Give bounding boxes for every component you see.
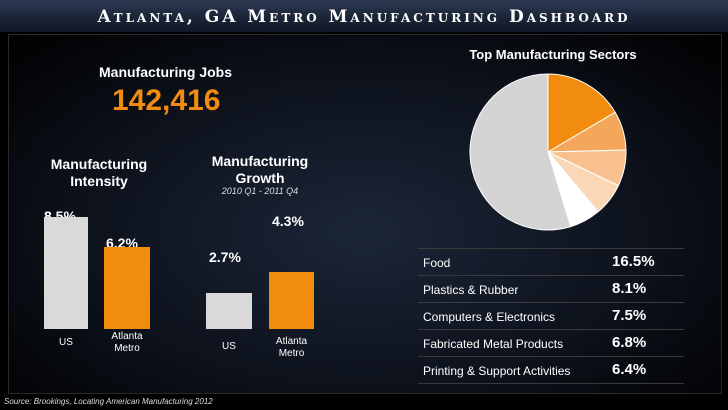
intensity-us-bar [44, 216, 88, 329]
jobs-label: Manufacturing Jobs [99, 64, 233, 80]
title-bar [0, 0, 728, 32]
growth-atl-value: 4.3% [272, 213, 304, 229]
sector-name: Fabricated Metal Products [423, 337, 564, 351]
growth-atl-bar [269, 272, 314, 329]
intensity-atl-label-line1: Atlanta [111, 331, 143, 342]
growth-atl-label-line1: Atlanta [275, 336, 308, 347]
growth-us-bar [206, 293, 252, 329]
sector-name: Printing & Support Activities [423, 364, 571, 378]
growth-atl-label: Atlanta Metro [269, 336, 314, 360]
intensity-title: Manufacturing Intensity [38, 156, 160, 190]
table-row: Printing & Support Activities 6.4% [418, 356, 684, 384]
growth-us-value: 2.7% [209, 249, 241, 265]
sector-value: 8.1% [612, 280, 647, 297]
jobs-value: 142,416 [112, 84, 221, 117]
sector-value: 6.8% [612, 334, 647, 351]
growth-title-line1: Manufacturing [211, 153, 309, 169]
intensity-atl-label-line2: Metro [114, 343, 140, 354]
intensity-atl-bar [104, 247, 150, 329]
sector-name: Food [423, 256, 451, 270]
table-row: Fabricated Metal Products 6.8% [418, 329, 684, 356]
intensity-us-label-line1: US [59, 337, 73, 348]
sector-value: 7.5% [612, 307, 647, 324]
growth-atl-label-line2: Metro [278, 348, 305, 359]
intensity-atl-label: Atlanta Metro [104, 331, 150, 355]
intensity-title-line1: Manufacturing [50, 156, 148, 172]
sector-value: 16.5% [612, 253, 655, 270]
sector-value: 6.4% [612, 361, 647, 378]
growth-subtitle: 2010 Q1 - 2011 Q4 [221, 186, 299, 196]
intensity-us-label: US [44, 337, 88, 349]
intensity-atl-value: 6.2% [106, 235, 138, 251]
dashboard-title: Atlanta, GA Metro Manufacturing Dashboar… [97, 7, 631, 27]
sectors-table: Food 16.5% Plastics & Rubber 8.1% Comput… [418, 248, 684, 384]
dashboard-panel [8, 34, 722, 394]
source-note: Source: Brookings, Locating American Man… [4, 397, 213, 406]
intensity-title-line2: Intensity [70, 173, 128, 189]
sector-name: Computers & Electronics [423, 310, 556, 324]
sectors-pie-chart [469, 73, 627, 231]
pie-slice-food [547, 73, 616, 153]
growth-us-label: US [206, 341, 252, 353]
table-row: Computers & Electronics 7.5% [418, 302, 684, 329]
growth-us-label-line1: US [222, 341, 236, 352]
growth-title: Manufacturing Growth [200, 153, 320, 187]
table-row: Food 16.5% [418, 248, 684, 275]
sectors-title: Top Manufacturing Sectors [469, 47, 637, 62]
sector-name: Plastics & Rubber [423, 283, 519, 297]
growth-title-line2: Growth [235, 170, 285, 186]
pie-slice-other [469, 73, 572, 231]
table-row: Plastics & Rubber 8.1% [418, 275, 684, 302]
